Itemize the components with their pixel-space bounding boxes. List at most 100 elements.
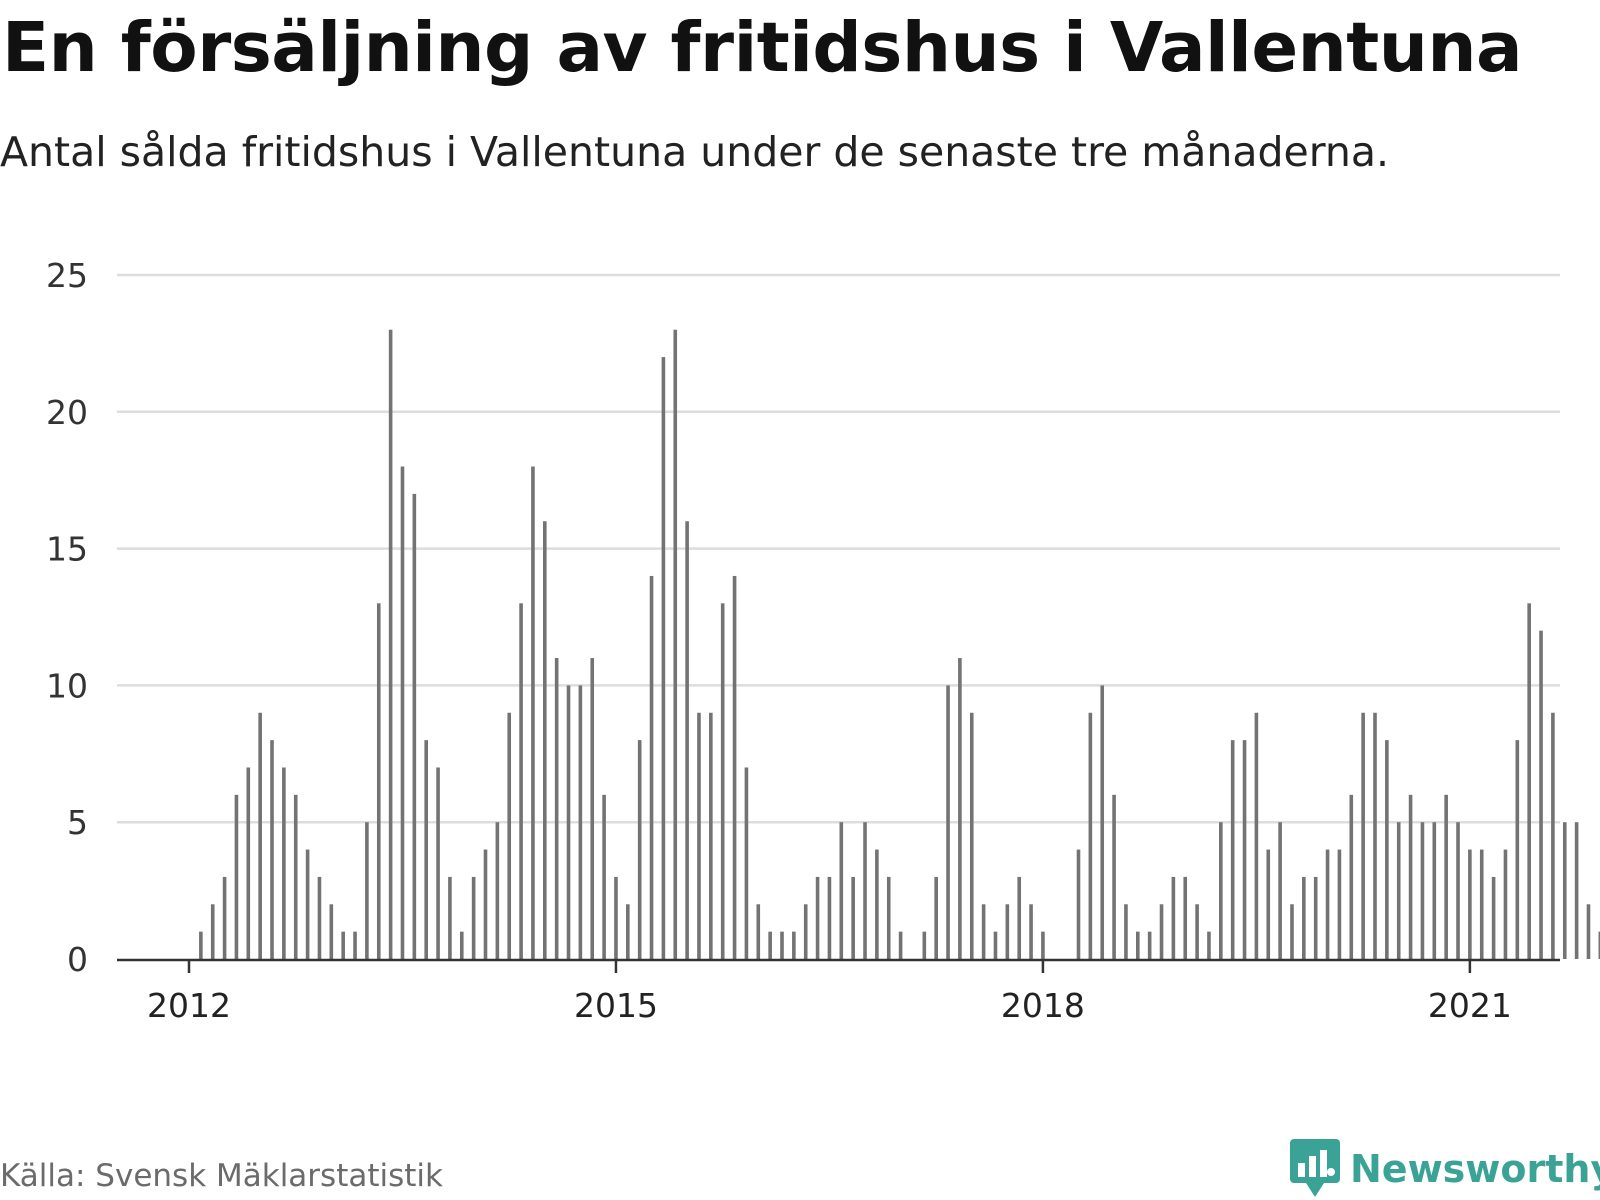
bar [400,466,405,959]
bar [590,658,595,959]
y-tick-label: 5 [67,803,88,842]
bar [1562,822,1567,959]
bar [792,931,796,959]
newsworthy-logo-icon [1290,1139,1340,1197]
bar [709,712,713,959]
bar [969,712,974,959]
y-tick-labels: 0 5 10 15 20 25 [46,256,88,979]
bar [637,740,642,959]
bar [353,931,357,959]
bar [1041,931,1045,959]
bar [1396,822,1401,959]
bar [1385,740,1389,959]
bar [471,876,476,959]
x-tick-label: 2012 [147,986,231,1025]
bar [1432,822,1437,959]
bar [768,931,772,959]
bar [222,876,227,959]
bar [1408,794,1413,959]
axes [117,958,1560,973]
bar [519,603,523,959]
bar [756,904,761,959]
bar [388,329,393,960]
bar [1029,904,1033,959]
brand-logo[interactable]: Newsworthy [1290,1138,1600,1200]
bar [1503,849,1508,959]
bar [946,685,950,959]
bar [1230,740,1235,959]
bar [1444,794,1448,959]
x-tick-labels: 20122015201820212023 [147,986,1512,1025]
bar [697,712,701,959]
bar [258,712,262,959]
bar [1147,931,1152,959]
bars [199,329,1600,960]
bar [1136,931,1140,959]
bar [376,603,381,959]
bar [282,767,286,959]
bar [1088,712,1093,959]
bar [1586,904,1591,959]
bar [1527,603,1531,959]
bar [448,876,452,959]
x-tick-label: 2018 [1001,986,1085,1025]
bar [673,329,678,960]
bar [365,822,369,959]
bar [720,603,725,959]
bar [815,876,820,959]
bar [1337,849,1342,959]
bar [827,876,832,959]
bar [1124,904,1128,959]
bar [1017,876,1021,959]
chart-subtitle: Antal sålda fritidshus i Vallentuna unde… [0,128,1389,176]
y-tick-label: 25 [46,256,88,295]
bar [803,904,808,959]
bar [1005,904,1010,959]
bar [305,849,310,959]
bar [495,822,500,959]
bar [958,658,962,959]
bar [886,876,891,959]
bar [1574,822,1579,959]
bar [1302,876,1306,959]
bar [685,521,689,959]
bar [424,740,428,959]
bar [234,794,239,959]
x-tick-label: 2015 [574,986,658,1025]
y-tick-label: 20 [46,393,88,432]
bar [329,904,334,959]
bar [1278,822,1282,959]
y-tick-label: 15 [46,530,88,569]
bar [1112,794,1116,959]
bar [602,794,606,959]
bar [1456,822,1460,959]
bar [1076,849,1081,959]
bar [412,493,417,959]
bar [1361,712,1365,959]
bar [566,685,571,959]
bar [436,767,440,959]
bar [483,849,488,959]
bar [1195,904,1199,959]
bar [626,904,630,959]
bar [1171,876,1176,959]
bar [1254,712,1259,959]
bar [851,876,855,959]
bar [1219,822,1223,959]
brand-name: Newsworthy [1350,1147,1600,1191]
bar [780,931,784,959]
bar [1290,904,1294,959]
bar [614,876,618,959]
bar [554,658,559,959]
bar [317,876,322,959]
bar [993,931,998,959]
bar [199,931,203,959]
bar [649,575,654,959]
bar [1349,794,1354,959]
bar [1491,876,1496,959]
x-tick-label: 2021 [1428,986,1512,1025]
bar [210,904,215,959]
bar [875,849,879,959]
bar [1100,685,1105,959]
bar [922,931,927,959]
